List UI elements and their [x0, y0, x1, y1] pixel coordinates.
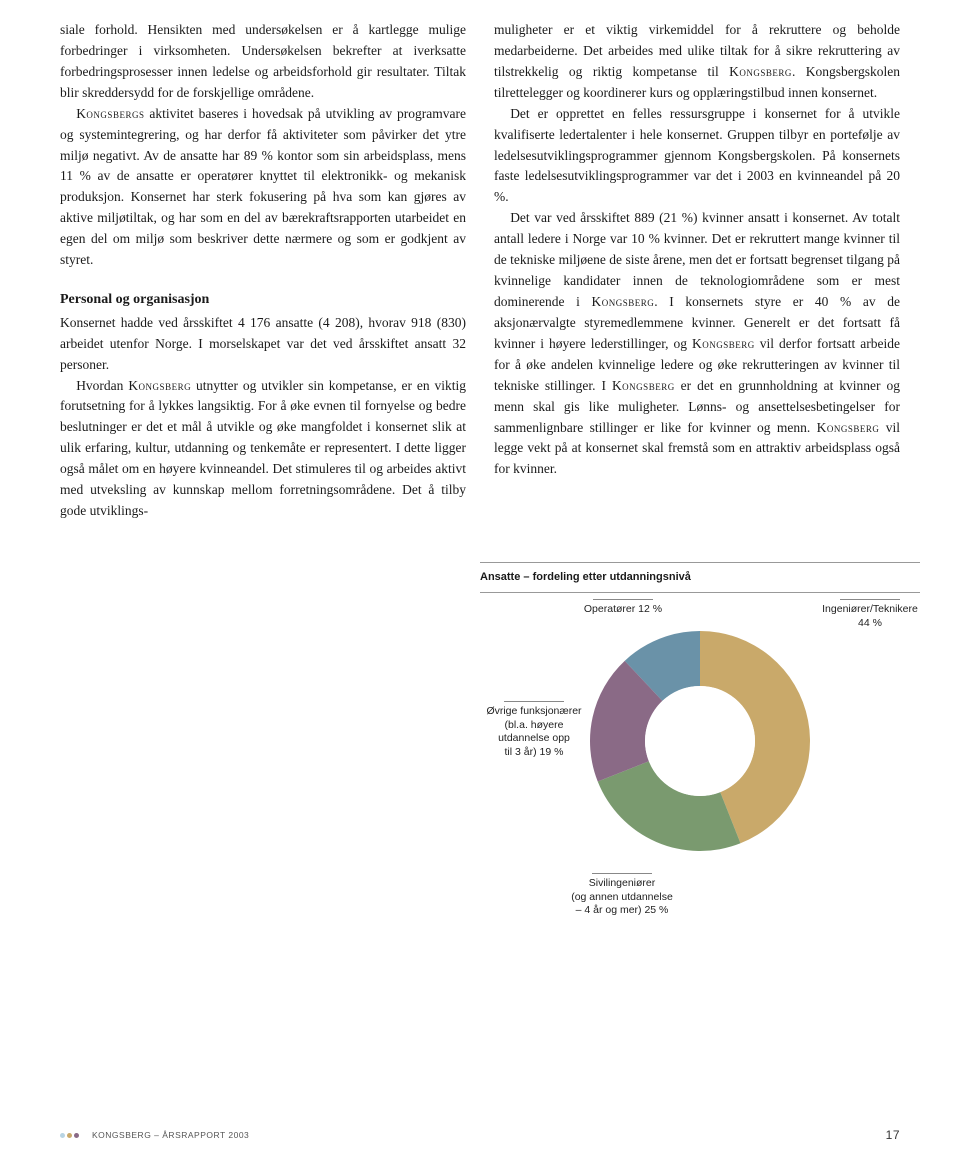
- company-name: Kongsberg: [128, 378, 191, 393]
- chart-label-sivil: Sivilingeniører (og annen utdannelse – 4…: [552, 873, 692, 918]
- para: Hvordan Kongsberg utnytter og utvikler s…: [60, 376, 466, 522]
- chart-label-ovrige: Øvrige funksjonærer (bl.a. høyere utdann…: [474, 701, 594, 760]
- text-columns: siale forhold. Hensikten med undersøkels…: [60, 20, 900, 522]
- para: Kongsbergs aktivitet baseres i hovedsak …: [60, 104, 466, 271]
- section-heading: Personal og organisasjon: [60, 289, 466, 311]
- company-name: Kongsberg: [817, 420, 880, 435]
- footer-dot: [60, 1133, 65, 1138]
- company-name: Kongsbergs: [76, 106, 144, 121]
- donut-svg: [570, 611, 830, 871]
- page-footer: Kongsberg – Årsrapport 2003 17: [60, 1126, 900, 1145]
- left-column: siale forhold. Hensikten med undersøkels…: [60, 20, 466, 522]
- para: Konsernet hadde ved årsskiftet 4 176 ans…: [60, 313, 466, 376]
- footer-dots: [60, 1129, 81, 1143]
- para: muligheter er et viktig virkemiddel for …: [494, 20, 900, 104]
- company-name: Kongsberg: [612, 378, 675, 393]
- right-column: muligheter er et viktig virkemiddel for …: [494, 20, 900, 522]
- footer-text: Kongsberg – Årsrapport 2003: [92, 1130, 249, 1140]
- footer-dot: [74, 1133, 79, 1138]
- page-number: 17: [886, 1126, 900, 1145]
- para: Det er opprettet en felles ressursgruppe…: [494, 104, 900, 209]
- para: siale forhold. Hensikten med undersøkels…: [60, 20, 466, 104]
- chart-label-ingenior: Ingeniører/Teknikere 44 %: [810, 599, 930, 630]
- chart-section: Ansatte – fordeling etter utdanningsnivå…: [60, 562, 900, 931]
- footer-dot: [67, 1133, 72, 1138]
- chart-title: Ansatte – fordeling etter utdanningsnivå: [480, 562, 920, 593]
- footer-left: Kongsberg – Årsrapport 2003: [60, 1129, 249, 1143]
- company-name: Kongsberg: [692, 336, 755, 351]
- donut-chart: Operatører 12 % Ingeniører/Teknikere 44 …: [480, 611, 920, 931]
- para: Det var ved årsskiftet 889 (21 %) kvinne…: [494, 208, 900, 480]
- company-name: Kongsberg: [592, 294, 655, 309]
- company-name: Kongsberg: [729, 64, 792, 79]
- chart-label-operatorer: Operatører 12 %: [568, 599, 678, 617]
